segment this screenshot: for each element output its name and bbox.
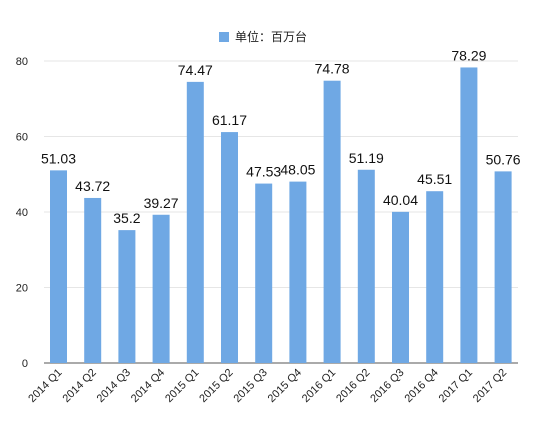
data-label: 74.78 bbox=[315, 61, 350, 77]
bar bbox=[426, 191, 444, 363]
legend-label: 单位：百万台 bbox=[235, 29, 307, 44]
bar bbox=[152, 214, 170, 363]
x-tick-label: 2015 Q2 bbox=[197, 367, 235, 405]
x-tick-label: 2017 Q2 bbox=[471, 367, 509, 405]
x-tick-label: 2016 Q2 bbox=[334, 367, 372, 405]
y-tick-label: 40 bbox=[16, 207, 28, 219]
x-tick-label: 2015 Q4 bbox=[266, 367, 304, 405]
x-tick-label: 2014 Q3 bbox=[95, 367, 133, 405]
data-label: 47.53 bbox=[246, 164, 281, 180]
x-tick-label: 2015 Q1 bbox=[163, 367, 201, 405]
bar bbox=[323, 80, 341, 363]
legend-swatch bbox=[219, 32, 229, 42]
bar bbox=[392, 211, 409, 363]
x-tick-label: 2016 Q1 bbox=[300, 367, 338, 405]
x-tick-label: 2014 Q1 bbox=[26, 367, 64, 405]
y-tick-label: 0 bbox=[22, 358, 28, 370]
data-label: 45.51 bbox=[417, 171, 452, 187]
x-tick-label: 2016 Q4 bbox=[402, 367, 440, 405]
data-label: 51.03 bbox=[41, 150, 76, 166]
y-tick-label: 20 bbox=[16, 283, 28, 295]
data-label: 74.47 bbox=[178, 62, 213, 78]
x-tick-label: 2014 Q2 bbox=[60, 367, 98, 405]
data-label: 61.17 bbox=[212, 112, 247, 128]
bar bbox=[50, 170, 67, 363]
bar bbox=[221, 132, 238, 363]
data-label: 40.04 bbox=[383, 192, 418, 208]
data-label: 35.2 bbox=[113, 210, 140, 226]
bar bbox=[84, 197, 102, 363]
bars bbox=[50, 67, 512, 364]
bar bbox=[494, 171, 512, 363]
y-tick-label: 60 bbox=[16, 132, 28, 144]
x-tick-label: 2015 Q3 bbox=[231, 367, 269, 405]
y-tick-label: 80 bbox=[16, 56, 28, 68]
data-label: 43.72 bbox=[75, 178, 110, 194]
bar bbox=[255, 183, 273, 363]
bar bbox=[460, 67, 478, 363]
data-label: 39.27 bbox=[144, 195, 179, 211]
bar bbox=[118, 230, 136, 363]
x-tick-label: 2016 Q3 bbox=[368, 367, 406, 405]
bar bbox=[357, 169, 375, 363]
x-tick-label: 2014 Q4 bbox=[129, 367, 167, 405]
bar bbox=[186, 81, 204, 364]
legend: 单位：百万台 bbox=[219, 29, 307, 44]
data-label: 50.76 bbox=[486, 151, 521, 167]
bar bbox=[289, 181, 307, 363]
y-axis-ticks: 0 20 40 60 80 bbox=[16, 56, 28, 370]
data-label: 51.19 bbox=[349, 150, 384, 166]
x-tick-label: 2017 Q1 bbox=[437, 367, 475, 405]
data-label: 78.29 bbox=[451, 47, 486, 63]
data-label: 48.05 bbox=[280, 162, 315, 178]
